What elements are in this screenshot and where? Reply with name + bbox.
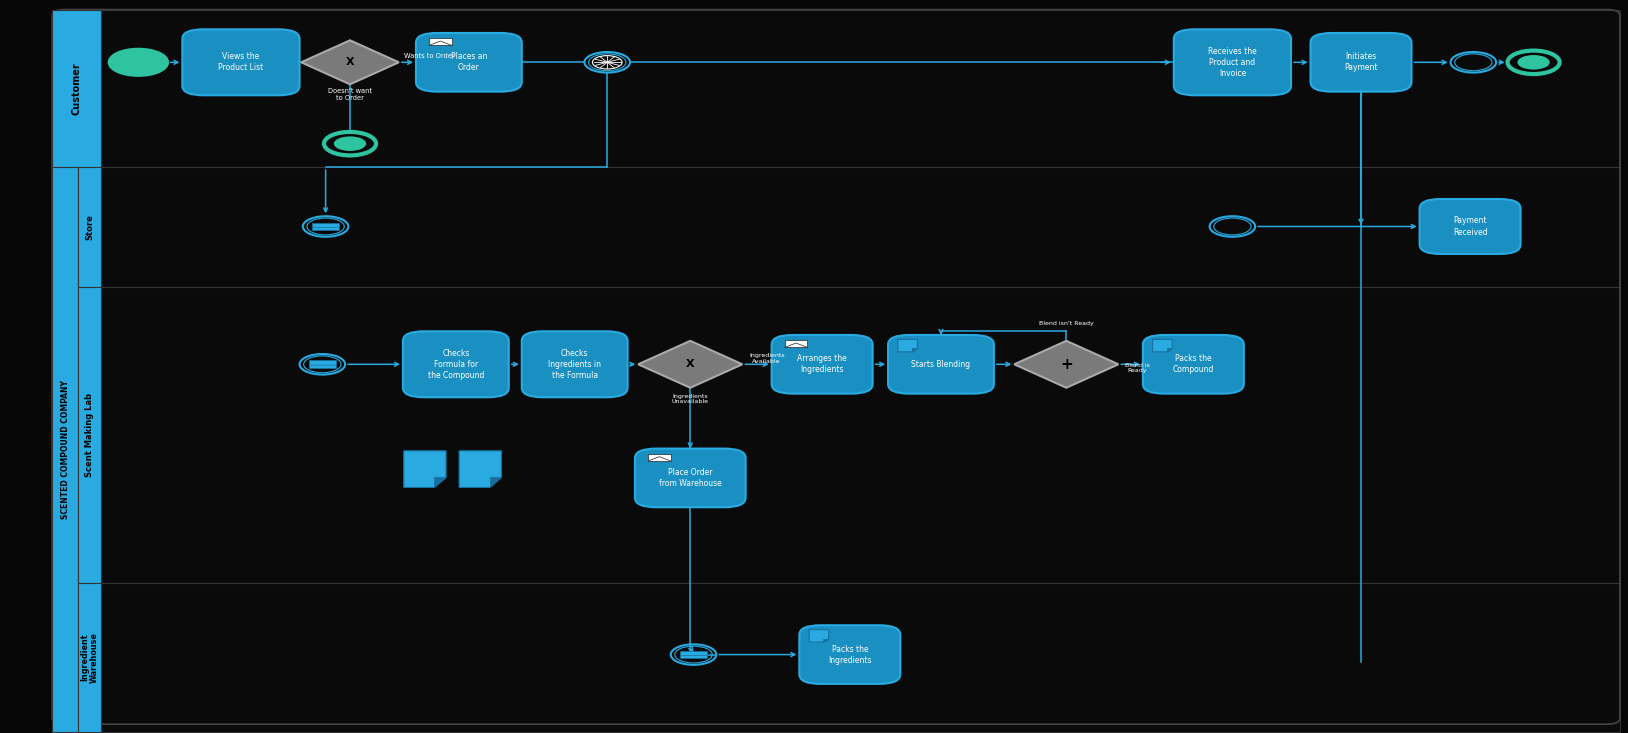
Text: +: + xyxy=(1060,357,1073,372)
Bar xyxy=(313,223,339,230)
Text: Customer: Customer xyxy=(72,62,81,114)
Text: X: X xyxy=(685,359,695,369)
Bar xyxy=(785,340,807,347)
Bar xyxy=(78,287,101,583)
Bar xyxy=(52,167,78,732)
Polygon shape xyxy=(899,339,918,352)
FancyBboxPatch shape xyxy=(635,449,746,507)
FancyBboxPatch shape xyxy=(1311,33,1411,92)
Text: Checks
Ingredients in
the Formula: Checks Ingredients in the Formula xyxy=(549,349,601,380)
Text: Ingredients
Unavailable: Ingredients Unavailable xyxy=(672,394,708,405)
Text: Payment
Received: Payment Received xyxy=(1452,216,1488,237)
Text: Ingredients
Available: Ingredients Available xyxy=(749,353,785,364)
Polygon shape xyxy=(824,638,829,642)
Bar xyxy=(101,167,1620,287)
Polygon shape xyxy=(1167,348,1172,352)
Text: Ingredient
Warehouse: Ingredient Warehouse xyxy=(80,632,99,683)
Polygon shape xyxy=(404,451,446,487)
Text: X: X xyxy=(345,57,355,67)
Bar xyxy=(78,167,101,287)
Text: Doesn't want
to Order: Doesn't want to Order xyxy=(327,88,373,101)
Bar xyxy=(101,10,1620,167)
FancyBboxPatch shape xyxy=(404,331,508,397)
FancyBboxPatch shape xyxy=(1420,199,1521,254)
Text: Blend isn't Ready: Blend isn't Ready xyxy=(1039,322,1094,326)
Bar xyxy=(309,361,335,368)
Polygon shape xyxy=(1014,341,1118,388)
FancyBboxPatch shape xyxy=(182,29,300,95)
Text: Scent Making Lab: Scent Making Lab xyxy=(85,393,94,477)
Text: Store: Store xyxy=(85,214,94,240)
Circle shape xyxy=(1517,55,1550,70)
Text: Checks
Formula for
the Compound: Checks Formula for the Compound xyxy=(428,349,484,380)
FancyBboxPatch shape xyxy=(799,625,900,684)
Text: Packs the
Compound: Packs the Compound xyxy=(1172,354,1214,375)
Polygon shape xyxy=(435,477,446,487)
Polygon shape xyxy=(912,348,918,352)
Text: Place Order
from Warehouse: Place Order from Warehouse xyxy=(659,468,721,488)
FancyBboxPatch shape xyxy=(1143,335,1244,394)
Polygon shape xyxy=(809,630,829,642)
Bar xyxy=(648,454,671,461)
Text: Packs the
Ingredients: Packs the Ingredients xyxy=(829,644,871,665)
Bar xyxy=(428,38,451,45)
Text: Views the
Product List: Views the Product List xyxy=(218,52,264,73)
FancyBboxPatch shape xyxy=(1174,29,1291,95)
FancyBboxPatch shape xyxy=(889,335,993,394)
FancyBboxPatch shape xyxy=(521,331,628,397)
Polygon shape xyxy=(490,477,501,487)
Text: Places an
Order: Places an Order xyxy=(451,52,487,73)
Polygon shape xyxy=(638,341,742,388)
Text: Starts Blending: Starts Blending xyxy=(912,360,970,369)
Text: Blend is
Ready: Blend is Ready xyxy=(1125,363,1149,373)
Circle shape xyxy=(334,136,366,151)
Text: Wants to Order: Wants to Order xyxy=(404,54,454,59)
Polygon shape xyxy=(1153,339,1172,352)
Bar xyxy=(78,583,101,732)
Circle shape xyxy=(109,49,168,75)
Bar xyxy=(52,10,101,167)
Bar xyxy=(101,287,1620,583)
Bar xyxy=(101,583,1620,732)
Text: Receives the
Product and
Invoice: Receives the Product and Invoice xyxy=(1208,47,1257,78)
Text: Initiates
Payment: Initiates Payment xyxy=(1345,52,1377,73)
FancyBboxPatch shape xyxy=(415,33,521,92)
Text: SCENTED COMPOUND COMPANY: SCENTED COMPOUND COMPANY xyxy=(60,380,70,519)
FancyBboxPatch shape xyxy=(772,335,873,394)
Polygon shape xyxy=(459,451,501,487)
Bar xyxy=(681,651,707,658)
Polygon shape xyxy=(301,40,399,84)
Text: Arranges the
Ingredients: Arranges the Ingredients xyxy=(798,354,847,375)
